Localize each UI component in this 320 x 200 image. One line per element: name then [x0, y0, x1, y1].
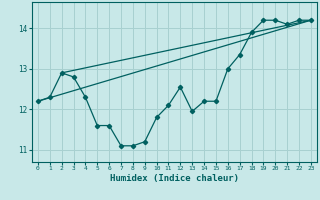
X-axis label: Humidex (Indice chaleur): Humidex (Indice chaleur): [110, 174, 239, 183]
